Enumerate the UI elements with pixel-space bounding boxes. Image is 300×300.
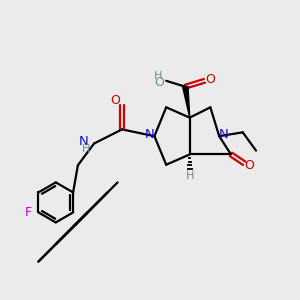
Text: N: N — [219, 128, 229, 141]
Text: F: F — [25, 206, 32, 219]
Text: O: O — [244, 159, 254, 172]
Text: H: H — [186, 171, 194, 181]
Text: N: N — [145, 128, 155, 141]
Text: O: O — [111, 94, 121, 107]
Text: H: H — [154, 71, 162, 81]
Text: O: O — [205, 73, 215, 86]
Text: H: H — [82, 144, 90, 154]
Text: N: N — [79, 135, 89, 148]
Text: O: O — [154, 76, 164, 89]
Polygon shape — [183, 86, 190, 118]
